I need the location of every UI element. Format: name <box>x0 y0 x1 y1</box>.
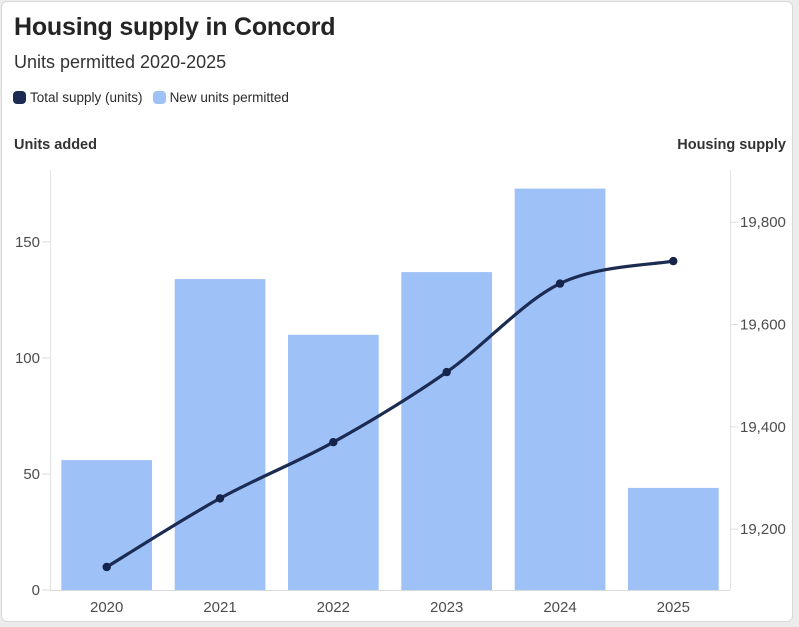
legend: Total supply (units) New units permitted <box>13 90 289 105</box>
supply-point-2020[interactable] <box>102 562 111 572</box>
legend-item-total-supply[interactable]: Total supply (units) <box>13 90 143 105</box>
x-label-2020: 2020 <box>90 599 123 616</box>
supply-point-2021[interactable] <box>215 494 225 503</box>
bar-2023[interactable] <box>401 272 492 590</box>
chart-title: Housing supply in Concord <box>14 13 336 41</box>
right-tick-label-19400: 19,400 <box>740 419 786 436</box>
x-label-2024: 2024 <box>543 599 576 616</box>
x-label-2021: 2021 <box>203 599 236 616</box>
chart-subtitle: Units permitted 2020-2025 <box>14 52 227 72</box>
supply-point-2025[interactable] <box>669 256 678 266</box>
bar-2021[interactable] <box>174 279 266 590</box>
bar-2024[interactable] <box>514 188 606 590</box>
left-tick-label-150: 150 <box>15 234 40 251</box>
supply-point-2024[interactable] <box>555 279 565 288</box>
right-axis-title: Housing supply <box>677 137 786 153</box>
supply-point-2023[interactable] <box>442 367 451 377</box>
bar-2022[interactable] <box>288 334 379 590</box>
right-tick-label-19600: 19,600 <box>740 316 786 333</box>
bar-2025[interactable] <box>628 487 719 590</box>
right-tick-label-19200: 19,200 <box>740 521 786 538</box>
new-units-swatch-icon <box>152 91 166 104</box>
legend-label: Total supply (units) <box>30 90 143 105</box>
x-label-2025: 2025 <box>657 599 690 616</box>
left-axis-title: Units added <box>14 137 97 153</box>
left-tick-label-50: 50 <box>23 466 40 483</box>
total-supply-swatch-icon <box>13 91 26 104</box>
supply-point-2022[interactable] <box>329 438 338 447</box>
legend-label: New units permitted <box>169 90 289 105</box>
left-tick-label-100: 100 <box>15 350 40 367</box>
legend-item-new-units[interactable]: New units permitted <box>152 90 289 105</box>
x-label-2022: 2022 <box>317 599 350 616</box>
right-tick-label-19800: 19,800 <box>740 214 786 231</box>
left-tick-label-0: 0 <box>32 582 40 599</box>
x-label-2023: 2023 <box>430 599 463 616</box>
